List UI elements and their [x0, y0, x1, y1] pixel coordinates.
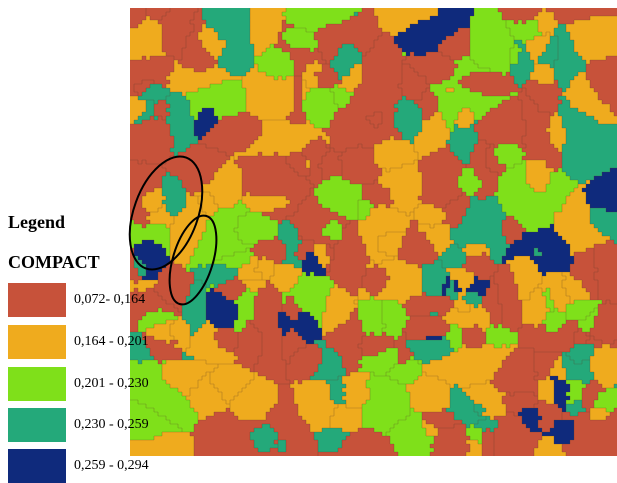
map-class-1-area	[130, 8, 617, 456]
legend-label-1: 0,072- 0,164	[74, 292, 146, 307]
legend-item-4: 0,230 - 0,259	[8, 408, 149, 442]
legend-label-2: 0,164 - 0,201	[74, 334, 149, 349]
map-class-3-area	[130, 8, 617, 456]
legend-swatch-1	[8, 283, 66, 317]
legend-item-2: 0,164 - 0,201	[8, 325, 149, 359]
legend-swatch-5	[8, 449, 66, 483]
legend-label-3: 0,201 - 0,230	[74, 376, 149, 391]
legend-title: Legend	[8, 212, 66, 232]
legend-attribute: COMPACT	[8, 252, 100, 272]
legend-item-3: 0,201 - 0,230	[8, 367, 149, 401]
legend-label-5: 0,259 - 0,294	[74, 458, 149, 473]
legend-swatch-3	[8, 367, 66, 401]
choropleth-map	[130, 8, 617, 456]
map-canvas	[130, 8, 617, 456]
map-class-2-area	[130, 8, 617, 456]
map-class-4-area	[130, 8, 617, 452]
legend-item-1: 0,072- 0,164	[8, 283, 145, 317]
legend-swatch-2	[8, 325, 66, 359]
legend-swatch-4	[8, 408, 66, 442]
legend-label-4: 0,230 - 0,259	[74, 417, 149, 432]
legend-item-5: 0,259 - 0,294	[8, 449, 149, 483]
